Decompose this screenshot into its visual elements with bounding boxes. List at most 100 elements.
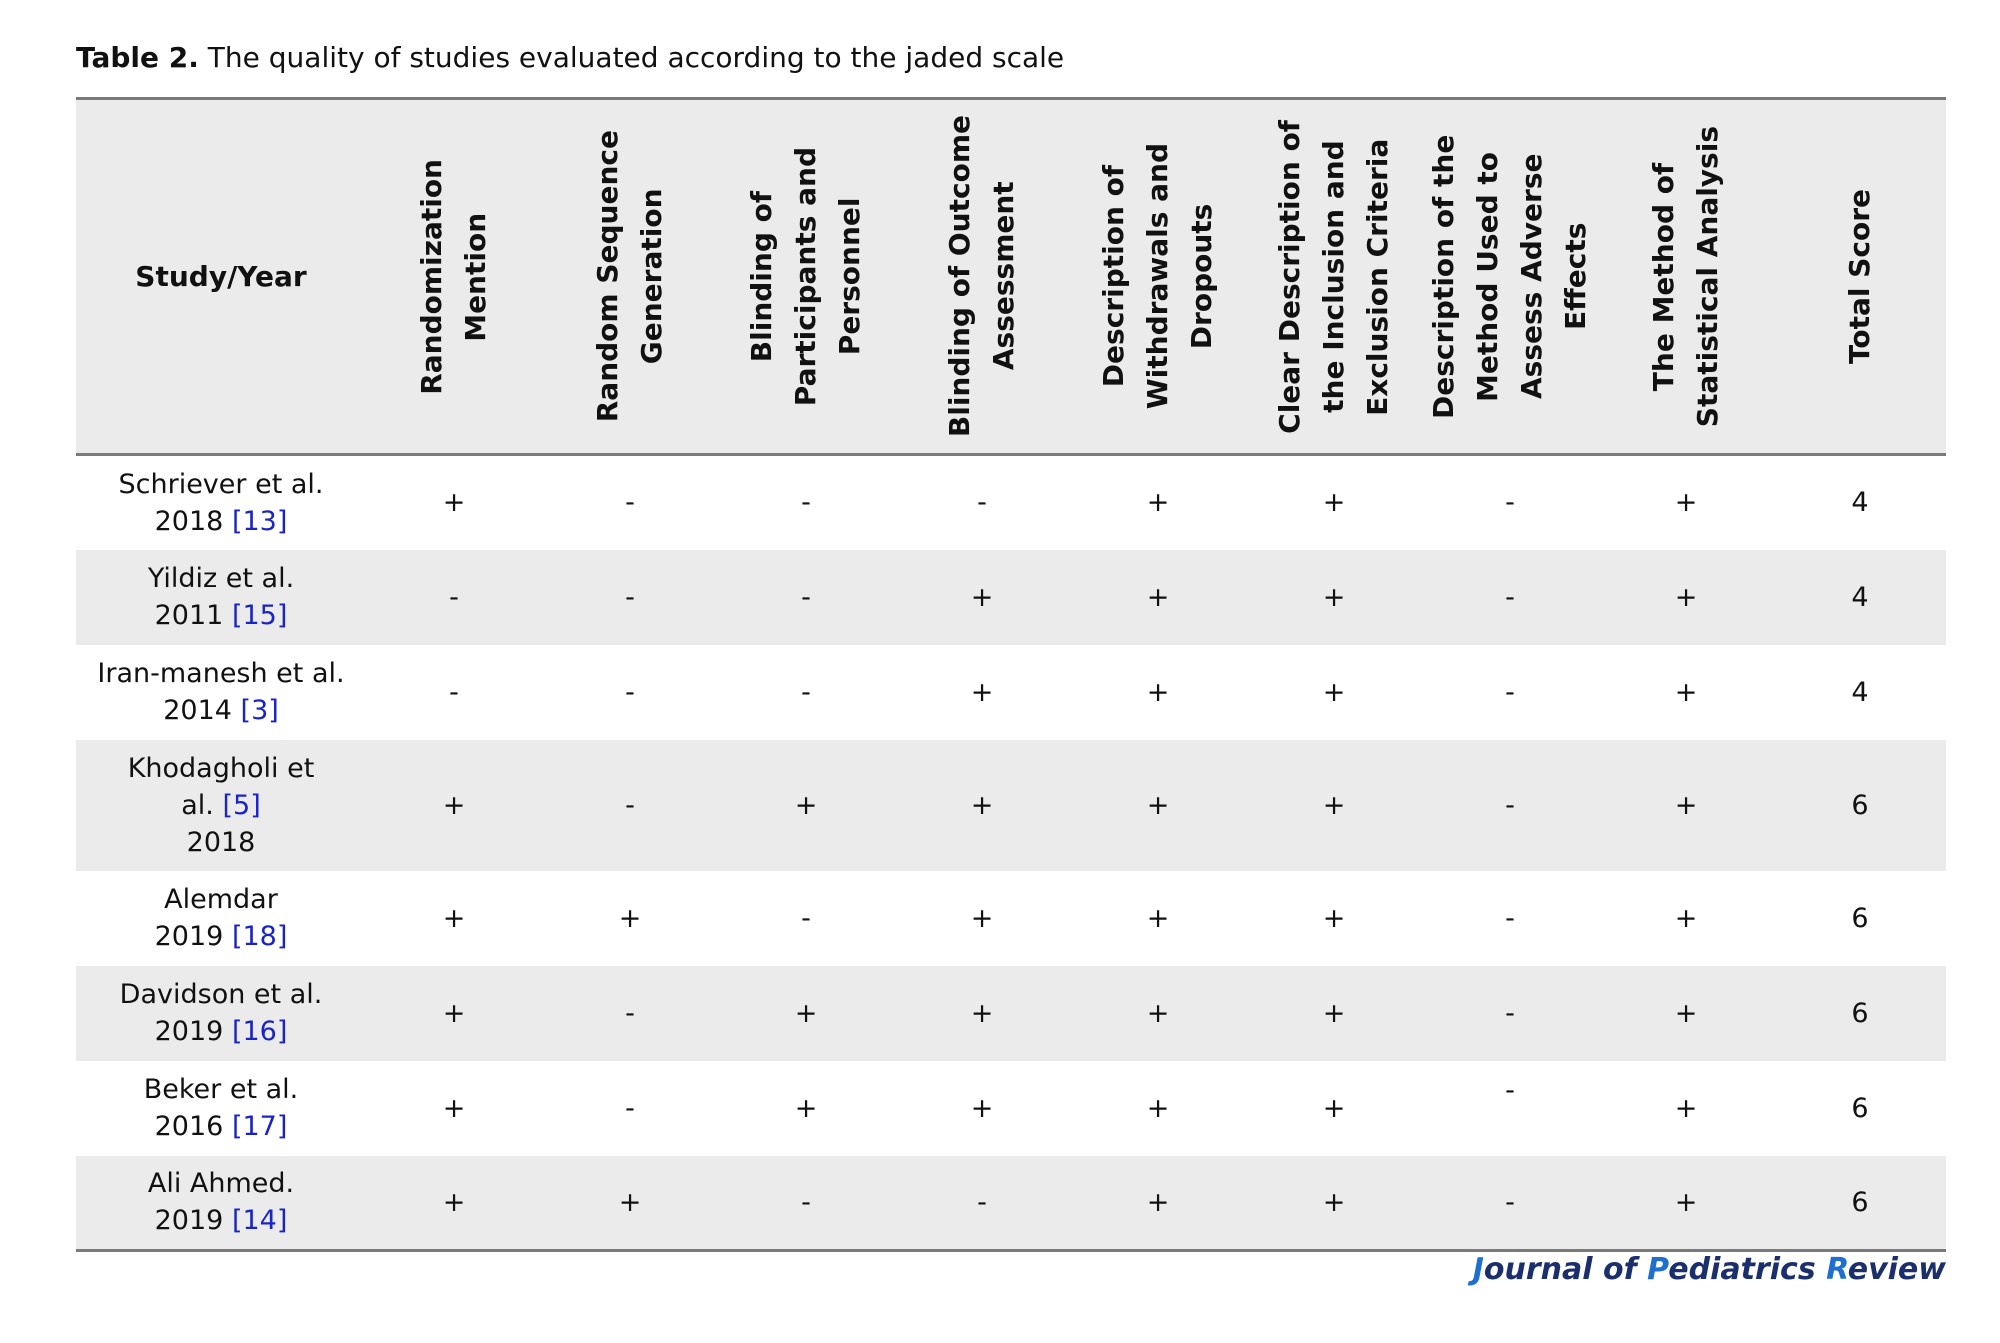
- cell-randomization: -: [449, 581, 459, 613]
- cell-randomization: +: [442, 1092, 466, 1124]
- study-cell: Iran-manesh et al. 2014 [3]: [76, 645, 366, 740]
- cell-statistical-analysis: +: [1674, 487, 1698, 519]
- column-header-label: Random Sequence Generation: [591, 130, 668, 423]
- reference-link[interactable]: [15]: [231, 600, 288, 631]
- cell-statistical-analysis: +: [1674, 997, 1698, 1029]
- column-header-label: Randomization Mention: [415, 158, 492, 395]
- cell-blinding-outcome: -: [977, 487, 987, 519]
- reference-link[interactable]: [13]: [231, 505, 288, 537]
- cell-statistical-analysis: +: [1674, 789, 1698, 821]
- cell-randomization: +: [442, 997, 466, 1029]
- cell-random-sequence: +: [618, 902, 642, 934]
- table-caption: Table 2. The quality of studies evaluate…: [76, 40, 1064, 76]
- journal-logo: Journal of Pediatrics Review: [1473, 1252, 1946, 1287]
- cell-random-sequence: -: [625, 789, 635, 821]
- cell-blinding-participants: -: [801, 902, 811, 934]
- cell-randomization: +: [442, 1186, 466, 1218]
- cell-randomization: -: [449, 676, 459, 708]
- cell-inclusion-criteria: +: [1322, 1186, 1346, 1218]
- column-header-random-sequence: Random Sequence Generation: [542, 99, 718, 455]
- cell-statistical-analysis: +: [1674, 1186, 1698, 1218]
- quality-table-container: Study/Year Randomization Mention Random …: [76, 97, 1946, 1252]
- reference-link[interactable]: [14]: [231, 1205, 288, 1237]
- study-name: Iran-manesh et al.: [97, 658, 345, 689]
- reference-link[interactable]: [16]: [231, 1016, 288, 1047]
- reference-link[interactable]: [17]: [231, 1111, 288, 1142]
- cell-blinding-outcome: +: [970, 997, 994, 1029]
- study-cell: Khodagholi et al. [5] 2018: [76, 740, 366, 871]
- reference-link[interactable]: [5]: [222, 789, 261, 821]
- cell-blinding-outcome: +: [970, 1092, 994, 1124]
- study-name: Beker et al.: [143, 1074, 299, 1105]
- cell-withdrawals: +: [1146, 581, 1170, 613]
- cell-random-sequence: -: [625, 997, 635, 1029]
- study-year: 2019: [154, 1205, 224, 1237]
- column-header-label: Blinding of Participants and Personnel: [745, 146, 866, 407]
- cell-blinding-participants: +: [794, 789, 818, 821]
- cell-withdrawals: +: [1146, 1092, 1170, 1124]
- column-header-adverse-effects: Description of the Method Used to Assess…: [1422, 99, 1598, 455]
- table-row: Khodagholi et al. [5] 2018 + - + + + + -…: [76, 739, 1946, 871]
- table-row: Yildiz et al. 2011 [15] - - - + + + - + …: [76, 549, 1946, 645]
- cell-adverse-effects: -: [1505, 581, 1515, 613]
- cell-withdrawals: +: [1146, 1186, 1170, 1218]
- cell-blinding-outcome: +: [970, 676, 994, 708]
- cell-adverse-effects-mark: -: [1505, 1074, 1515, 1106]
- study-name: Alemdar: [164, 884, 278, 915]
- table-row: Davidson et al. 2019 [16] + - + + + + - …: [76, 965, 1946, 1061]
- cell-total-score: 6: [1851, 902, 1869, 934]
- cell-total-score: 4: [1851, 676, 1869, 708]
- reference-link[interactable]: [3]: [240, 695, 279, 726]
- cell-inclusion-criteria: +: [1322, 581, 1346, 613]
- caption-label: Table 2.: [76, 41, 199, 74]
- study-cell: Ali Ahmed. 2019 [14]: [76, 1156, 366, 1251]
- reference-link[interactable]: [18]: [231, 921, 288, 952]
- cell-inclusion-criteria: +: [1322, 487, 1346, 519]
- cell-blinding-outcome: +: [970, 902, 994, 934]
- cell-random-sequence: -: [625, 581, 635, 613]
- cell-withdrawals: +: [1146, 676, 1170, 708]
- column-header-label: Description of Withdrawals and Dropouts: [1097, 143, 1218, 410]
- table-body: Schriever et al. 2018 [13] + - - - + + -…: [76, 455, 1946, 1251]
- cell-blinding-participants: +: [794, 997, 818, 1029]
- study-cell: Schriever et al. 2018 [13]: [76, 455, 366, 550]
- journal-logo-initial-r: R: [1826, 1252, 1848, 1287]
- cell-total-score: 4: [1851, 581, 1869, 613]
- study-year: 2019: [154, 921, 224, 952]
- study-year: 2019: [154, 1016, 224, 1047]
- cell-inclusion-criteria: +: [1322, 676, 1346, 708]
- study-name: Schriever et al.: [118, 468, 324, 500]
- cell-blinding-participants: -: [801, 581, 811, 613]
- cell-adverse-effects: -: [1505, 902, 1515, 934]
- study-cell: Davidson et al. 2019 [16]: [76, 966, 366, 1061]
- study-cell: Yildiz et al. 2011 [15]: [76, 550, 366, 645]
- cell-total-score: 6: [1851, 1092, 1869, 1124]
- journal-logo-initial-j: J: [1472, 1252, 1484, 1287]
- column-header-total-score: Total Score: [1774, 99, 1946, 455]
- cell-withdrawals: +: [1146, 487, 1170, 519]
- cell-random-sequence: +: [618, 1186, 642, 1218]
- column-header-randomization: Randomization Mention: [366, 99, 542, 455]
- cell-adverse-effects: -: [1505, 1186, 1515, 1218]
- cell-random-sequence: -: [625, 676, 635, 708]
- cell-withdrawals: +: [1146, 789, 1170, 821]
- cell-blinding-participants: -: [801, 676, 811, 708]
- cell-total-score: 6: [1851, 1186, 1869, 1218]
- cell-random-sequence: -: [625, 1092, 635, 1124]
- table-header: Study/Year Randomization Mention Random …: [76, 98, 1946, 455]
- column-header-label: Clear Description of the Inclusion and E…: [1273, 119, 1394, 434]
- study-name-continued: al.: [181, 789, 214, 821]
- cell-blinding-outcome: +: [970, 581, 994, 613]
- cell-total-score: 6: [1851, 997, 1869, 1029]
- table-row: Ali Ahmed. 2019 [14] + + - - + + - + 6: [76, 1155, 1946, 1251]
- column-header-study-year: Study/Year: [135, 260, 307, 293]
- column-header-label: The Method of Statistical Analysis: [1647, 125, 1724, 428]
- cell-adverse-effects: -: [1422, 1061, 1598, 1156]
- cell-blinding-outcome: +: [970, 789, 994, 821]
- cell-withdrawals: +: [1146, 902, 1170, 934]
- column-header-label: Total Score: [1843, 188, 1876, 365]
- cell-withdrawals: +: [1146, 997, 1170, 1029]
- caption-text: The quality of studies evaluated accordi…: [207, 41, 1065, 74]
- cell-blinding-outcome: -: [977, 1186, 987, 1218]
- study-year: 2018: [154, 505, 224, 537]
